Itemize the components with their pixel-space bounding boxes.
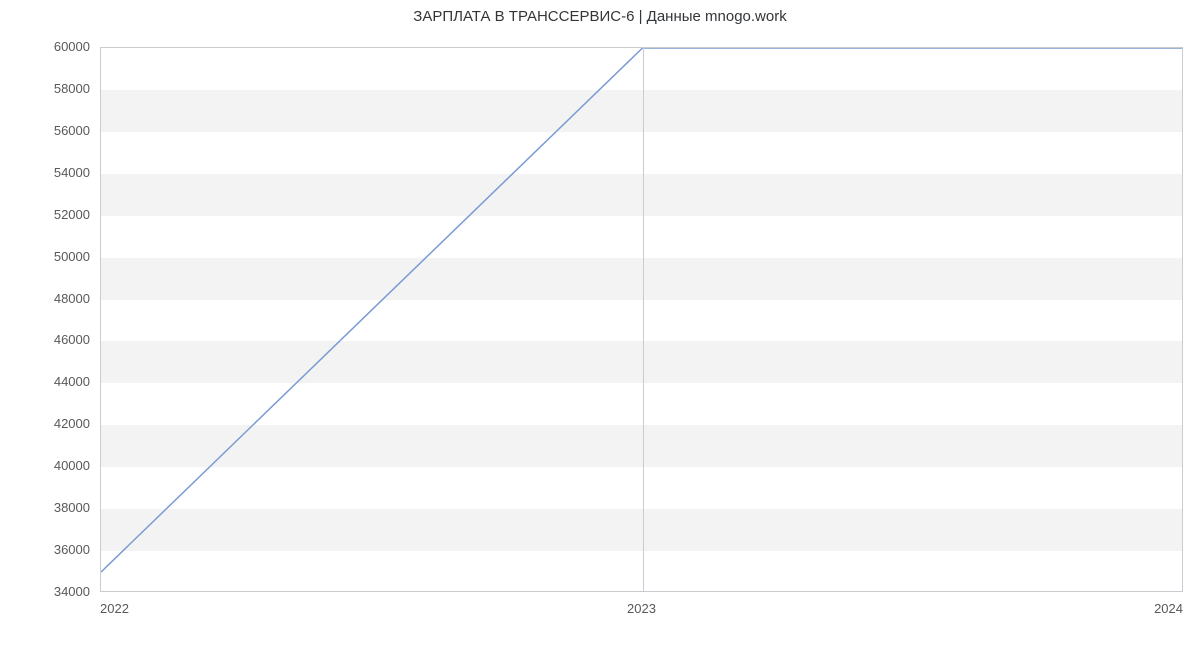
x-tick-label: 2024 xyxy=(1103,602,1183,615)
y-tick-label: 60000 xyxy=(0,40,90,53)
y-tick-label: 46000 xyxy=(0,333,90,346)
y-tick-label: 52000 xyxy=(0,208,90,221)
y-tick-label: 40000 xyxy=(0,459,90,472)
y-tick-label: 44000 xyxy=(0,375,90,388)
y-tick-label: 54000 xyxy=(0,166,90,179)
y-tick-label: 58000 xyxy=(0,82,90,95)
y-tick-label: 34000 xyxy=(0,585,90,598)
y-tick-label: 50000 xyxy=(0,250,90,263)
y-tick-label: 36000 xyxy=(0,543,90,556)
y-tick-label: 48000 xyxy=(0,292,90,305)
x-tick-label: 2022 xyxy=(100,602,180,615)
y-tick-label: 56000 xyxy=(0,124,90,137)
y-tick-label: 38000 xyxy=(0,501,90,514)
chart-title: ЗАРПЛАТА В ТРАНССЕРВИС-6 | Данные mnogo.… xyxy=(0,8,1200,25)
y-tick-label: 42000 xyxy=(0,417,90,430)
x-gridline xyxy=(643,48,644,591)
plot-area xyxy=(100,47,1183,592)
x-tick-label: 2023 xyxy=(602,602,682,615)
chart-container: ЗАРПЛАТА В ТРАНССЕРВИС-6 | Данные mnogo.… xyxy=(0,0,1200,650)
